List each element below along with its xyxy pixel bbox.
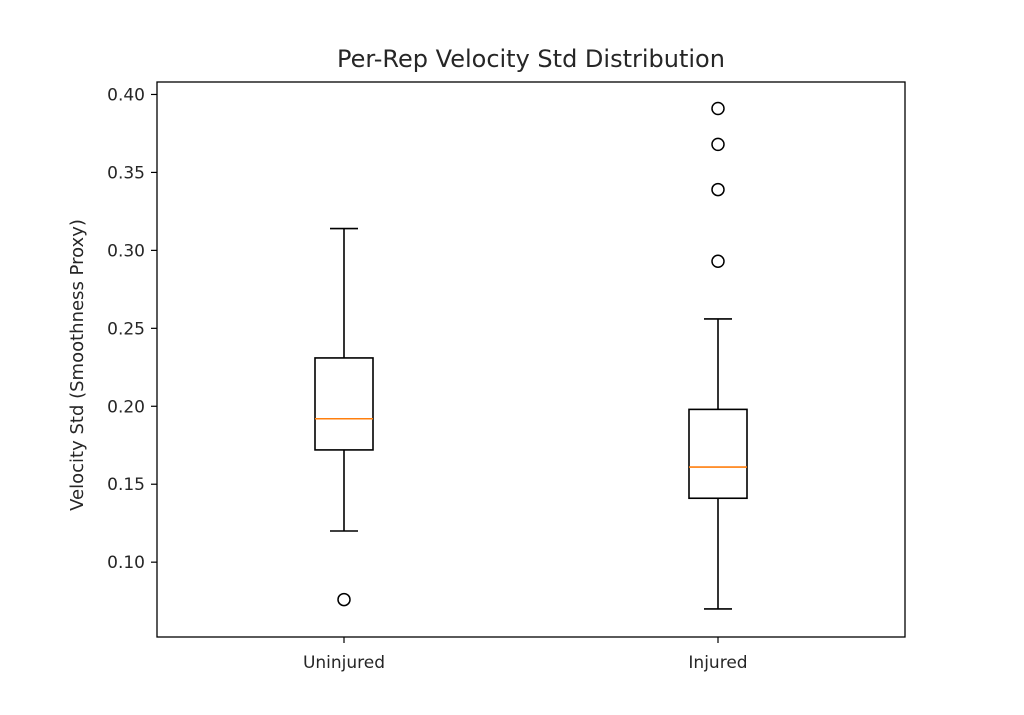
y-tick-label: 0.10 (107, 553, 145, 573)
y-tick-label: 0.35 (107, 163, 145, 183)
y-tick-label: 0.25 (107, 319, 145, 339)
x-tick-label: Uninjured (303, 653, 385, 673)
y-tick-label: 0.15 (107, 475, 145, 495)
y-tick-label: 0.20 (107, 397, 145, 417)
y-tick-label: 0.30 (107, 241, 145, 261)
iqr-box (688, 408, 748, 500)
plot-area: 0.10 0.15 0.20 0.25 0.30 0.35 0.40 Uninjured Inj… (107, 81, 906, 673)
outlier-point (711, 182, 725, 197)
outlier-point (711, 137, 725, 152)
box-group (688, 101, 748, 610)
box-group (314, 227, 374, 607)
chart-title: Per-Rep Velocity Std Distribution (337, 45, 725, 73)
outlier-point (711, 254, 725, 269)
outlier-point (337, 592, 351, 607)
iqr-box (314, 357, 374, 451)
y-axis-label: Velocity Std (Smoothness Proxy) (67, 219, 88, 511)
outlier-point (711, 101, 725, 116)
y-tick-label: 0.40 (107, 85, 145, 105)
plot-frame (156, 81, 906, 638)
x-tick-label: Injured (688, 653, 747, 673)
